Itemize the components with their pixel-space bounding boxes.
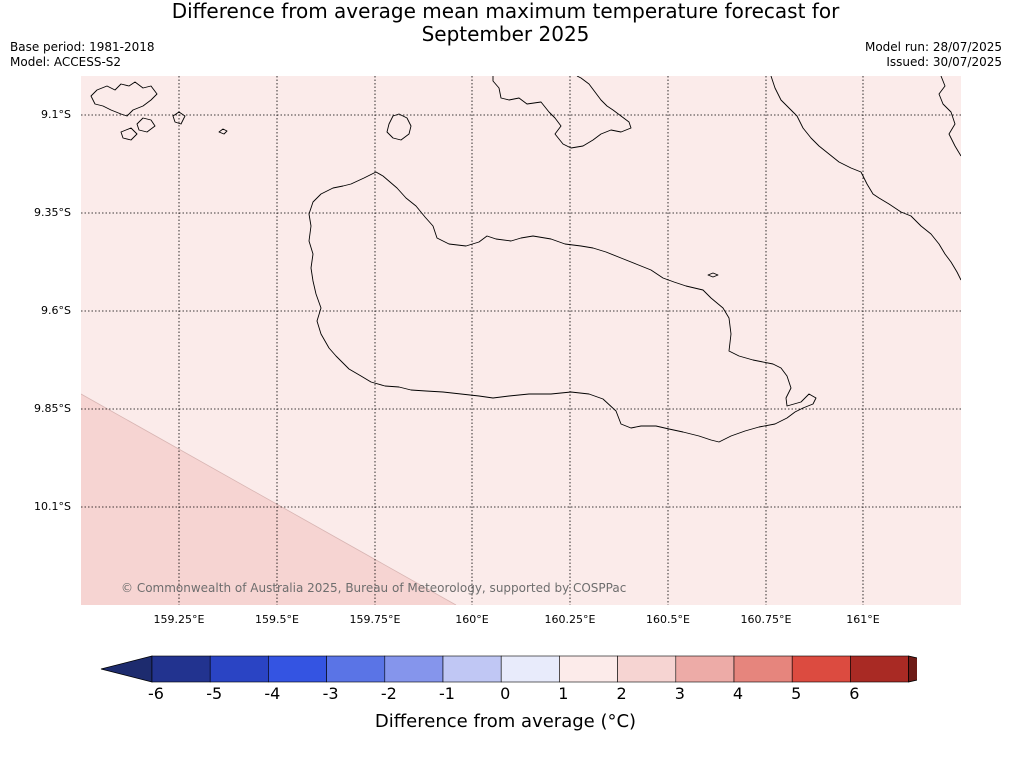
lon-label-161: 161°E: [846, 613, 880, 626]
colorbar-tick-label: -1: [439, 684, 455, 703]
forecast-map: © Commonwealth of Australia 2025, Bureau…: [81, 76, 961, 605]
colorbar-segment: [500, 655, 560, 683]
colorbar-segment: [151, 655, 211, 683]
base-period: Base period: 1981-2018: [10, 40, 155, 54]
florida-islands-coastline: [492, 76, 632, 149]
colorbar-segment: [791, 655, 851, 683]
lat-label-9.35: 9.35°S: [34, 206, 71, 219]
lat-label-9.1: 9.1°S: [41, 108, 71, 121]
colorbar: [100, 655, 917, 683]
colorbar-segment: [442, 655, 502, 683]
colorbar-tick-label: 2: [616, 684, 627, 703]
colorbar-tick-label: 5: [791, 684, 802, 703]
lon-label-159.25: 159.25°E: [153, 613, 205, 626]
chart-title: Difference from average mean maximum tem…: [0, 0, 1011, 46]
colorbar-tick-label: -2: [380, 684, 397, 703]
colorbar-title: Difference from average (°C): [374, 711, 637, 732]
copyright-notice: © Commonwealth of Australia 2025, Bureau…: [121, 581, 626, 595]
lon-label-159.5: 159.5°E: [255, 613, 299, 626]
issued-date: Issued: 30/07/2025: [886, 55, 1002, 69]
coastlines: [90, 76, 961, 443]
colorbar-tick-label: 0: [500, 684, 511, 703]
lon-label-160.75: 160.75°E: [740, 613, 792, 626]
russell-islands-coastline: [90, 81, 186, 141]
colorbar-segment: [268, 655, 327, 683]
small-islet-west: [218, 128, 228, 135]
lon-label-160: 160°E: [455, 613, 489, 626]
lon-label-160.5: 160.5°E: [646, 613, 690, 626]
colorbar-tick-label: -6: [148, 684, 164, 703]
colorbar-tick-label: 6: [849, 684, 860, 703]
meta-right: Model run: 28/07/2025 Issued: 30/07/2025: [865, 40, 1002, 70]
small-islet-east: [707, 272, 719, 278]
colorbar-tick-label: -5: [206, 684, 223, 703]
colorbar-segment: [850, 655, 909, 683]
gridlines: [81, 76, 961, 605]
region-boundary: [81, 393, 457, 605]
lat-label-9.6: 9.6°S: [41, 304, 71, 317]
colorbar-tick-label: -4: [264, 684, 281, 703]
malaita-northeast-coast: [938, 76, 961, 157]
colorbar-tick-label: 3: [674, 684, 685, 703]
colorbar-segment: [209, 655, 269, 683]
model-name: Model: ACCESS-S2: [10, 55, 122, 69]
lon-label-159.75: 159.75°E: [349, 613, 401, 626]
colorbar-under-arrow: [100, 655, 153, 683]
model-run: Model run: 28/07/2025: [864, 40, 1002, 54]
colorbar-segment: [384, 655, 444, 683]
colorbar-segment: [733, 655, 793, 683]
guadalcanal-coastline: [308, 171, 817, 443]
title-line-2: September 2025: [421, 22, 590, 46]
lon-label-160.25: 160.25°E: [544, 613, 596, 626]
colorbar-tick-label: 4: [732, 684, 744, 703]
colorbar-tick-label: -3: [322, 684, 339, 703]
meta-left: Base period: 1981-2018 Model: ACCESS-S2: [10, 40, 155, 70]
malaita-coastline: [770, 76, 961, 281]
colorbar-segment: [617, 655, 677, 683]
lat-label-9.85: 9.85°S: [34, 402, 71, 415]
title-line-1: Difference from average mean maximum tem…: [171, 0, 840, 23]
savo-island-coastline: [386, 113, 412, 141]
colorbar-segment: [326, 655, 386, 683]
colorbar-over-arrow: [908, 655, 917, 683]
colorbar-segment: [559, 655, 618, 683]
colorbar-segment: [675, 655, 735, 683]
lat-label-10.1: 10.1°S: [34, 500, 71, 513]
colorbar-tick-label: 1: [558, 684, 569, 703]
